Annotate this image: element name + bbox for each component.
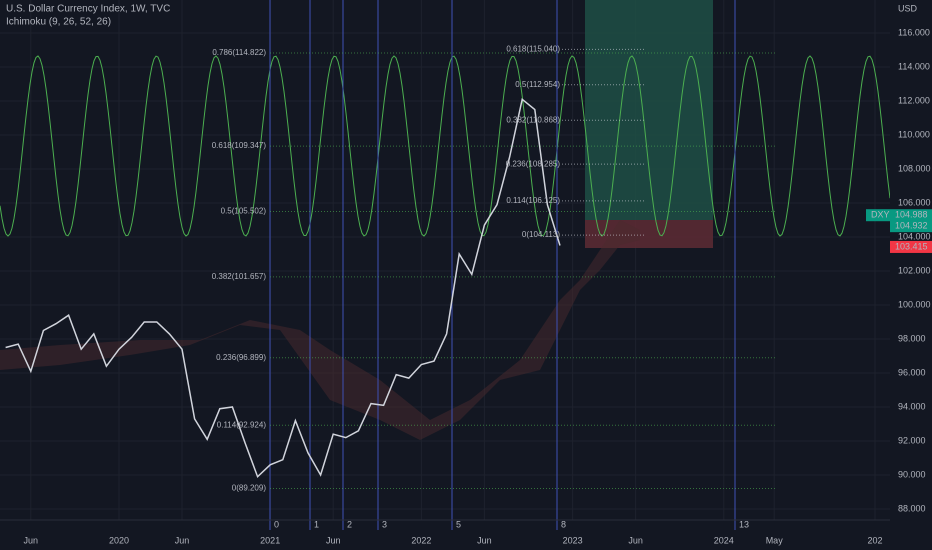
time-tick-label: 2023 — [563, 535, 583, 545]
time-tick-label: 2022 — [411, 535, 431, 545]
price-tick-label: 94.000 — [898, 401, 926, 411]
price-tag — [890, 209, 932, 222]
fib-label: 0.5(112.954) — [515, 80, 560, 89]
time-zone-label: 8 — [561, 519, 566, 529]
axis-unit: USD — [898, 3, 918, 13]
time-zone-label: 5 — [456, 519, 461, 529]
price-tick-label: 110.000 — [898, 129, 930, 139]
cycle-wave — [0, 55, 891, 237]
fib-label: 0.236(96.899) — [216, 353, 266, 362]
time-zone-label: 0 — [274, 519, 279, 529]
time-zone-label: 1 — [314, 519, 319, 529]
price-tag-label: 103.415 — [895, 241, 928, 251]
fib-label: 0.114(106.125) — [506, 196, 560, 205]
price-tick-label: 96.000 — [898, 367, 926, 377]
price-tick-label: 116.000 — [898, 27, 930, 37]
price-tag — [890, 220, 932, 233]
fib-label: 0.618(115.040) — [506, 44, 560, 53]
fib-label: 0.786(114.822) — [212, 48, 266, 57]
price-tag — [890, 240, 932, 253]
price-tag-label: 104.988 — [895, 210, 928, 220]
fib-label: 0.382(101.657) — [212, 272, 267, 281]
fib-label: 0.382(110.868) — [506, 115, 560, 124]
plot — [0, 0, 891, 530]
time-zone-label: 13 — [739, 519, 749, 529]
indicator-label: Ichimoku (9, 26, 52, 26) — [6, 17, 111, 28]
time-tick-label: Jun — [24, 535, 39, 545]
price-axis — [890, 0, 932, 550]
symbol-tag-label: DXY — [871, 210, 890, 220]
time-tick-label: 2021 — [260, 535, 280, 545]
time-tick-label: 2024 — [714, 535, 734, 545]
price-tick-label: 114.000 — [898, 61, 930, 71]
price-tick-label: 100.000 — [898, 299, 931, 309]
price-tick-label: 102.000 — [898, 265, 931, 275]
price-tag-label: 104.932 — [895, 221, 928, 231]
time-tick-label: Jun — [628, 535, 643, 545]
fib-label: 0(104.113) — [522, 230, 560, 239]
fib-label: 0.618(109.347) — [212, 141, 267, 150]
price-tick-label: 90.000 — [898, 469, 926, 479]
long-profit-zone — [585, 0, 713, 220]
price-tick-label: 88.000 — [898, 503, 926, 513]
time-tick-label: May — [766, 535, 784, 545]
grid — [0, 0, 890, 520]
symbol-tag — [866, 209, 890, 222]
fib-label: 0.114(92.924) — [217, 420, 267, 429]
time-zone-label: 3 — [382, 519, 387, 529]
time-tick-label: 2020 — [109, 535, 129, 545]
time-zone-label: 2 — [347, 519, 352, 529]
fib-label: 0(89.209) — [232, 484, 267, 493]
time-tick-label: Jun — [326, 535, 341, 545]
price-tick-label: 98.000 — [898, 333, 926, 343]
chart-title: U.S. Dollar Currency Index, 1W, TVC — [6, 4, 170, 15]
time-tick-label: Jun — [175, 535, 190, 545]
price-tick-label: 112.000 — [898, 95, 930, 105]
time-tick-label: 202 — [867, 535, 882, 545]
price-tick-label: 106.000 — [898, 197, 931, 207]
time-tick-label: Jun — [477, 535, 492, 545]
price-tick-label: 92.000 — [898, 435, 926, 445]
fib-label: 0.5(105.502) — [221, 207, 267, 216]
price-tick-label: 108.000 — [898, 163, 931, 173]
price-tick-label: 104.000 — [898, 231, 931, 241]
fib-label: 0.236(108.285) — [506, 159, 561, 168]
price-line — [5, 97, 561, 479]
